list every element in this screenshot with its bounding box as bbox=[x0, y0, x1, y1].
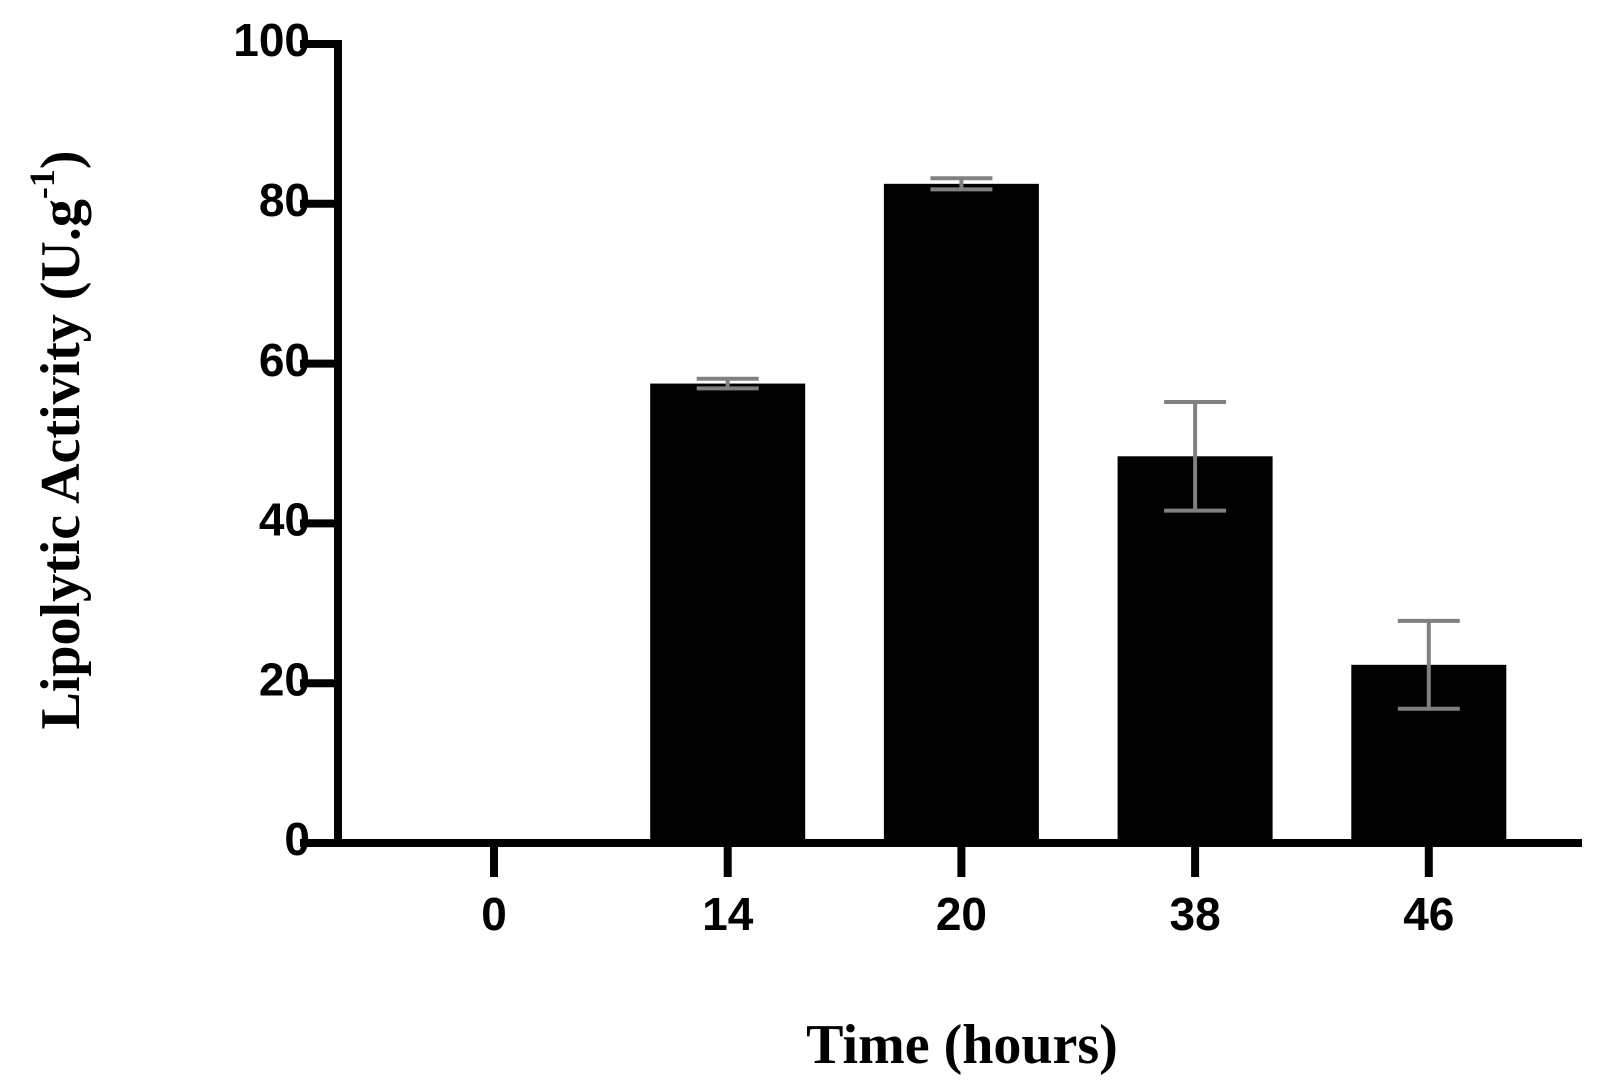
y-axis-label: Lipolytic Activity (U.g-1) bbox=[22, 150, 92, 729]
bar bbox=[1117, 456, 1273, 843]
x-tick-label: 14 bbox=[702, 888, 754, 940]
y-tick-label: 100 bbox=[233, 14, 310, 66]
y-axis-label-superscript: -1 bbox=[22, 169, 62, 199]
x-tick-label: 20 bbox=[936, 888, 987, 940]
y-axis-label-suffix: ) bbox=[30, 150, 92, 169]
y-axis-label-text: Lipolytic Activity (U.g bbox=[30, 199, 92, 729]
bar bbox=[650, 383, 806, 843]
bar bbox=[883, 183, 1039, 843]
x-tick-label: 46 bbox=[1403, 888, 1454, 940]
x-tick-label: 0 bbox=[481, 888, 507, 940]
x-tick-label: 38 bbox=[1170, 888, 1221, 940]
x-axis-label: Time (hours) bbox=[806, 1014, 1118, 1076]
